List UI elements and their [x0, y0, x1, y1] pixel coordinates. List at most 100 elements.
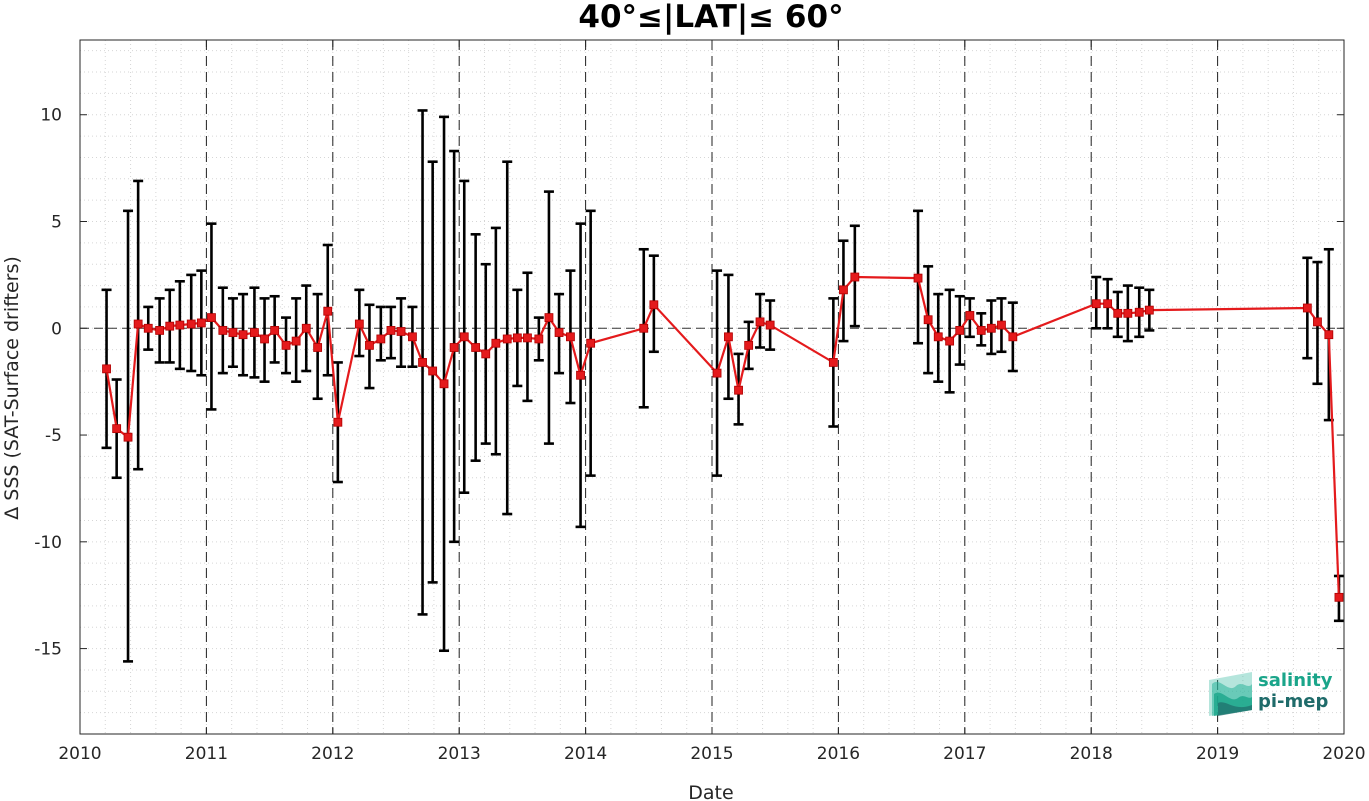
x-axis-label: Date: [688, 782, 733, 801]
error-bars: [101, 109, 1344, 663]
data-point: [734, 385, 743, 395]
data-point: [102, 364, 111, 374]
data-point: [554, 328, 564, 337]
data-point: [123, 432, 133, 442]
data-point: [386, 326, 396, 335]
data-point: [418, 358, 427, 367]
data-point: [396, 327, 406, 336]
data-point: [913, 273, 923, 283]
data-point: [491, 338, 501, 348]
data-point: [923, 315, 933, 325]
y-tick-label: 10: [40, 106, 62, 126]
data-point: [765, 320, 775, 330]
data-point: [828, 358, 838, 367]
y-tick-label: -15: [34, 640, 62, 660]
x-tick-label: 2015: [690, 744, 733, 764]
data-point: [1334, 592, 1344, 602]
data-point: [523, 333, 532, 343]
x-tick-label: 2017: [943, 744, 986, 764]
data-point: [459, 332, 469, 342]
salinity-pi-mep-logo: salinity pi-mep: [1209, 670, 1333, 716]
data-point: [260, 334, 269, 344]
data-point: [544, 313, 554, 323]
x-tick-label: 2020: [1322, 744, 1365, 764]
data-markers: [102, 272, 1344, 602]
data-point: [1008, 332, 1018, 342]
x-tick-label: 2014: [564, 744, 607, 764]
data-point: [165, 321, 175, 331]
y-tick-label: 0: [51, 319, 62, 339]
data-point: [408, 332, 417, 342]
data-point: [291, 336, 301, 346]
x-tick-label: 2010: [58, 744, 101, 764]
data-point: [196, 318, 206, 328]
data-point: [218, 326, 228, 335]
data-point: [639, 323, 649, 333]
data-point: [143, 323, 153, 333]
chart-title: 40°≤|LAT|≤ 60°: [578, 0, 843, 35]
y-tick-label: -10: [34, 533, 62, 553]
data-point: [755, 317, 765, 327]
data-point: [175, 320, 185, 330]
x-axis: 2010 2011 2012 2013 2014 2015 2016 2017 2018 2019…: [58, 40, 1366, 764]
data-point: [712, 368, 722, 378]
data-point: [471, 343, 481, 352]
x-tick-label: 2013: [438, 744, 481, 764]
year-dividers: [205, 40, 1219, 734]
data-point: [839, 285, 848, 295]
data-point: [250, 328, 259, 337]
data-point: [449, 343, 459, 352]
error-bar: [375, 305, 386, 362]
x-tick-label: 2019: [1196, 744, 1239, 764]
data-point: [997, 320, 1006, 330]
data-point: [354, 319, 364, 329]
data-point: [512, 333, 522, 343]
x-tick-label: 2011: [185, 744, 228, 764]
data-point: [724, 332, 733, 342]
data-point: [301, 323, 311, 333]
data-point: [566, 332, 575, 342]
data-point: [955, 326, 965, 335]
data-point: [1123, 308, 1133, 318]
data-point: [576, 370, 585, 380]
data-point: [333, 417, 343, 427]
data-point: [365, 340, 374, 350]
data-point: [976, 326, 986, 335]
data-point: [965, 311, 975, 320]
wave-logo-icon: [1209, 672, 1252, 716]
x-tick-label: 2012: [311, 744, 354, 764]
data-point: [1091, 299, 1101, 309]
logo-line1: salinity: [1258, 670, 1333, 691]
data-point: [649, 300, 659, 310]
data-point: [228, 328, 238, 337]
data-point: [270, 326, 280, 335]
data-point: [933, 332, 943, 342]
data-point: [313, 343, 323, 352]
data-point: [1144, 305, 1154, 315]
data-point: [133, 319, 143, 329]
data-point: [112, 424, 122, 434]
x-tick-label: 2016: [817, 744, 860, 764]
data-point: [1324, 330, 1334, 340]
data-point: [850, 272, 860, 282]
data-point: [534, 334, 544, 344]
data-point: [1134, 307, 1144, 317]
data-point: [281, 340, 291, 350]
data-point: [323, 306, 333, 316]
data-point: [186, 319, 196, 329]
data-point: [945, 336, 955, 346]
y-axis-label: Δ SSS (SAT-Surface drifters): [1, 256, 23, 520]
y-tick-label: -5: [45, 426, 62, 446]
x-tick-label: 2018: [1070, 744, 1113, 764]
y-tick-label: 5: [51, 213, 62, 233]
y-axis: -15 -10 -5 0 5 10: [34, 106, 1344, 660]
data-point: [1313, 317, 1322, 327]
data-point: [439, 379, 449, 389]
data-point: [155, 326, 165, 335]
data-point: [502, 334, 512, 344]
data-point: [1302, 303, 1312, 313]
data-point: [586, 338, 596, 348]
data-point: [207, 313, 216, 323]
data-point: [986, 323, 996, 333]
